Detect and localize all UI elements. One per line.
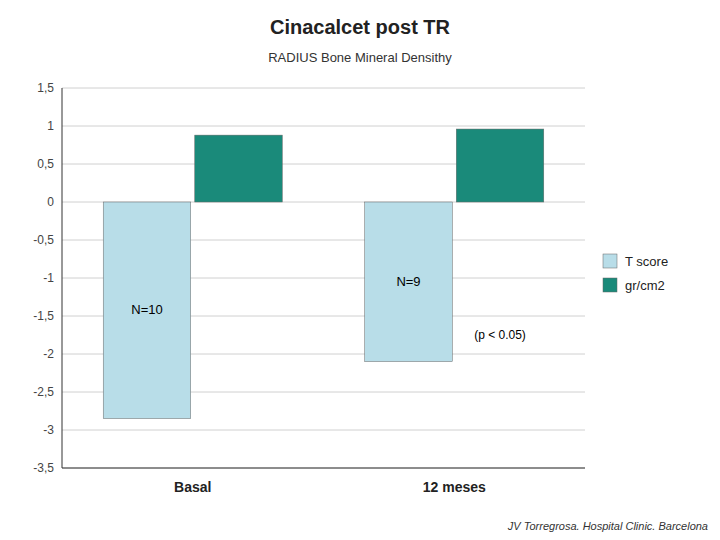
legend-swatch	[603, 254, 617, 268]
grid-line	[62, 430, 585, 431]
y-axis-line	[62, 88, 63, 468]
p-label: (p < 0.05)	[474, 328, 526, 342]
chart: Cinacalcet post TR RADIUS Bone Mineral De…	[0, 0, 720, 540]
bar	[195, 135, 283, 202]
legend-label: T score	[625, 254, 668, 269]
grid-line	[62, 88, 585, 89]
bars	[103, 129, 544, 419]
y-tick-label: 0,5	[37, 157, 54, 171]
title: Cinacalcet post TR	[270, 16, 451, 38]
bar	[103, 202, 191, 419]
legend-swatch	[603, 278, 617, 292]
grid-line	[62, 468, 585, 469]
y-tick-label: -2	[43, 347, 54, 361]
x-axis-line	[62, 468, 585, 469]
y-tick-label: -1,5	[33, 309, 54, 323]
y-tick-label: 1	[47, 119, 54, 133]
n-label: N=10	[131, 302, 162, 317]
subtitle: RADIUS Bone Mineral Densithy	[268, 50, 452, 65]
x-axis: Basal 12 meses	[174, 479, 486, 495]
bar	[456, 129, 544, 202]
chart-container: Cinacalcet post TR RADIUS Bone Mineral De…	[0, 0, 720, 540]
y-tick-label: 1,5	[37, 81, 54, 95]
y-axis: -3,5 -3 -2,5 -2 -1,5 -1 -0,5 0 0,5 1 1,5	[33, 81, 54, 475]
y-tick-label: -0,5	[33, 233, 54, 247]
x-tick-label: Basal	[174, 479, 211, 495]
x-tick-label: 12 meses	[423, 479, 486, 495]
bar	[365, 202, 453, 362]
annotations: N=10 N=9 (p < 0.05) JV Torregrosa. Hospital…	[131, 274, 708, 532]
y-tick-label: -1	[43, 271, 54, 285]
y-tick-label: 0	[47, 195, 54, 209]
legend: T score gr/cm2	[603, 254, 668, 293]
footer: JV Torregrosa. Hospital Clinic. Barcelon…	[507, 520, 708, 532]
y-tick-label: -3,5	[33, 461, 54, 475]
n-label: N=9	[396, 274, 420, 289]
grid	[62, 88, 585, 468]
y-tick-label: -3	[43, 423, 54, 437]
grid-line	[62, 126, 585, 127]
legend-label: gr/cm2	[625, 278, 665, 293]
y-tick-label: -2,5	[33, 385, 54, 399]
